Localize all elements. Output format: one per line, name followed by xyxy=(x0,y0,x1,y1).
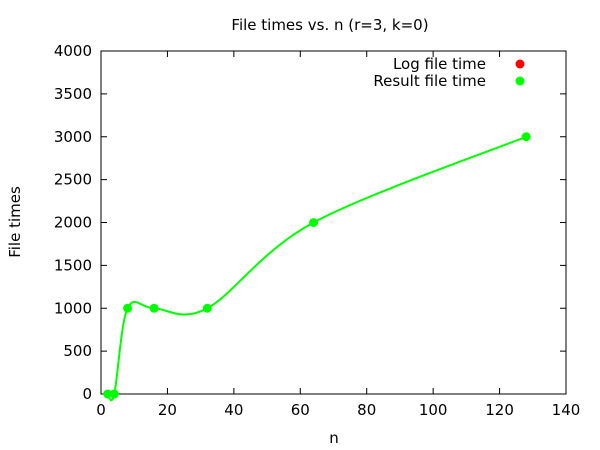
ticks: 0 20 40 60 80 100 120 140 0 500 1000 1500 2000 2500 30… xyxy=(54,42,581,419)
data-point xyxy=(123,303,133,313)
y-tick-label: 3500 xyxy=(54,85,92,103)
x-tick-label: 60 xyxy=(291,401,310,419)
plot-frame xyxy=(100,50,567,395)
data-point xyxy=(149,303,159,313)
legend-label: Result file time xyxy=(373,72,486,90)
series-line-1 xyxy=(106,135,527,402)
y-tick-label: 1500 xyxy=(54,256,92,274)
data-point xyxy=(309,218,319,227)
plot-area xyxy=(103,132,531,402)
x-axis-label: n xyxy=(329,429,339,447)
y-tick-label: 1000 xyxy=(54,299,92,317)
legend-label: Log file time xyxy=(393,55,486,73)
y-tick-label: 2000 xyxy=(54,214,92,232)
x-tick-label: 20 xyxy=(158,401,177,419)
x-tick-label: 120 xyxy=(485,401,514,419)
legend-marker xyxy=(515,76,525,86)
x-tick-label: 0 xyxy=(96,401,106,419)
data-point xyxy=(202,303,212,313)
x-tick-label: 100 xyxy=(419,401,448,419)
y-tick-label: 2500 xyxy=(54,171,92,189)
x-tick-label: 80 xyxy=(357,401,376,419)
chart-title: File times vs. n (r=3, k=0) xyxy=(231,16,428,34)
y-tick-label: 3000 xyxy=(54,128,92,146)
x-tick-label: 140 xyxy=(552,401,581,419)
y-tick-label: 0 xyxy=(82,385,92,403)
data-point xyxy=(109,389,119,399)
y-tick-label: 500 xyxy=(63,342,92,360)
legend-marker xyxy=(515,59,525,69)
axes xyxy=(100,50,567,395)
data-point xyxy=(521,132,531,142)
data-point xyxy=(103,389,113,399)
y-axis-label: File times xyxy=(6,186,24,258)
x-tick-label: 40 xyxy=(224,401,243,419)
y-tick-label: 4000 xyxy=(54,42,92,60)
